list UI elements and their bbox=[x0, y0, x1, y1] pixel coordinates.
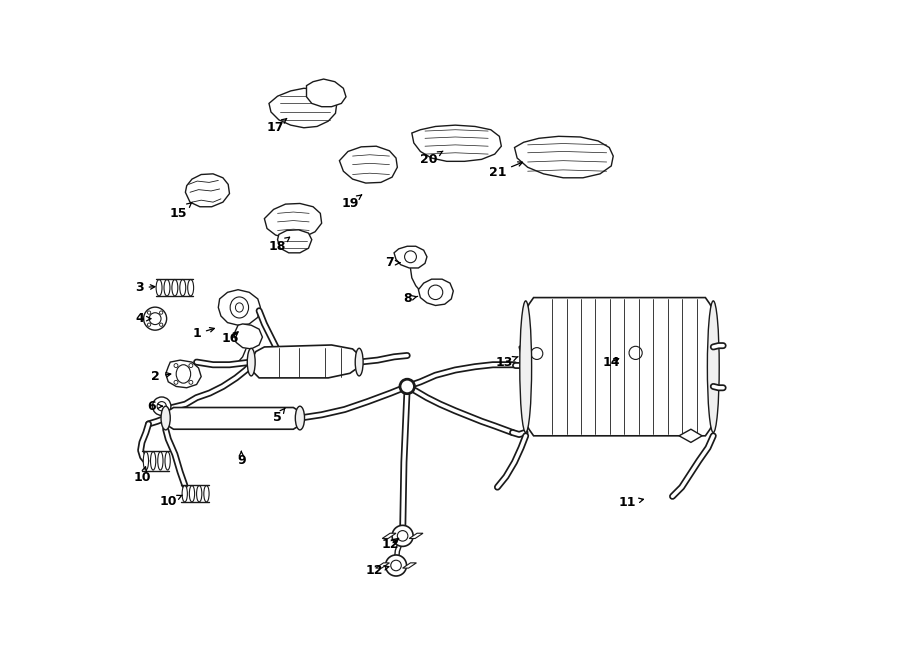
Ellipse shape bbox=[391, 561, 401, 570]
Polygon shape bbox=[410, 533, 423, 539]
Polygon shape bbox=[519, 342, 556, 366]
Text: 10: 10 bbox=[134, 467, 151, 484]
Ellipse shape bbox=[164, 280, 170, 296]
Text: 15: 15 bbox=[170, 202, 192, 220]
Ellipse shape bbox=[158, 402, 166, 410]
Polygon shape bbox=[412, 125, 501, 161]
Ellipse shape bbox=[392, 525, 413, 547]
Polygon shape bbox=[382, 533, 396, 539]
Polygon shape bbox=[265, 204, 321, 239]
Text: 19: 19 bbox=[341, 195, 362, 210]
Ellipse shape bbox=[149, 313, 161, 325]
Ellipse shape bbox=[707, 301, 719, 432]
Ellipse shape bbox=[152, 397, 171, 415]
Ellipse shape bbox=[144, 307, 166, 330]
Polygon shape bbox=[394, 247, 427, 268]
Polygon shape bbox=[620, 342, 652, 365]
Ellipse shape bbox=[182, 486, 187, 502]
Ellipse shape bbox=[203, 486, 209, 502]
Ellipse shape bbox=[148, 311, 150, 314]
Ellipse shape bbox=[248, 348, 256, 376]
Polygon shape bbox=[185, 174, 230, 207]
Text: 1: 1 bbox=[193, 327, 214, 340]
Ellipse shape bbox=[156, 280, 162, 296]
Ellipse shape bbox=[428, 285, 443, 299]
Ellipse shape bbox=[230, 297, 248, 318]
Polygon shape bbox=[166, 360, 202, 388]
Text: 20: 20 bbox=[420, 151, 443, 166]
Ellipse shape bbox=[295, 407, 304, 430]
Ellipse shape bbox=[236, 303, 243, 312]
Polygon shape bbox=[402, 563, 417, 568]
Ellipse shape bbox=[180, 280, 185, 296]
Polygon shape bbox=[219, 290, 260, 325]
Ellipse shape bbox=[189, 380, 193, 384]
Text: 9: 9 bbox=[237, 451, 246, 467]
Text: 13: 13 bbox=[495, 356, 518, 369]
Text: 2: 2 bbox=[151, 370, 171, 383]
Text: 17: 17 bbox=[266, 118, 287, 134]
Ellipse shape bbox=[531, 348, 543, 360]
Ellipse shape bbox=[158, 451, 163, 470]
Text: 11: 11 bbox=[619, 496, 644, 510]
Polygon shape bbox=[234, 324, 263, 349]
Polygon shape bbox=[526, 297, 714, 436]
Ellipse shape bbox=[405, 251, 417, 262]
Polygon shape bbox=[515, 136, 613, 178]
Ellipse shape bbox=[189, 364, 193, 368]
Ellipse shape bbox=[176, 365, 191, 383]
Ellipse shape bbox=[356, 348, 363, 376]
Ellipse shape bbox=[520, 301, 532, 432]
Ellipse shape bbox=[159, 323, 163, 327]
Text: 5: 5 bbox=[274, 408, 285, 424]
Text: 8: 8 bbox=[403, 292, 418, 305]
Ellipse shape bbox=[159, 311, 163, 314]
Text: 12: 12 bbox=[365, 564, 389, 577]
Ellipse shape bbox=[161, 407, 170, 430]
Polygon shape bbox=[166, 408, 300, 429]
Polygon shape bbox=[339, 146, 397, 183]
Ellipse shape bbox=[400, 379, 415, 394]
Polygon shape bbox=[307, 79, 346, 106]
Text: 14: 14 bbox=[602, 356, 620, 369]
Ellipse shape bbox=[397, 531, 408, 541]
Polygon shape bbox=[251, 345, 361, 378]
Polygon shape bbox=[418, 279, 454, 305]
Text: 7: 7 bbox=[385, 256, 400, 269]
Text: 10: 10 bbox=[159, 495, 183, 508]
Text: 6: 6 bbox=[147, 400, 162, 412]
Polygon shape bbox=[269, 89, 337, 128]
Polygon shape bbox=[680, 429, 702, 442]
Ellipse shape bbox=[172, 280, 178, 296]
Ellipse shape bbox=[148, 323, 150, 327]
Text: 21: 21 bbox=[489, 162, 523, 179]
Ellipse shape bbox=[143, 451, 148, 470]
Text: 4: 4 bbox=[135, 312, 151, 325]
Ellipse shape bbox=[165, 451, 170, 470]
Polygon shape bbox=[277, 230, 311, 253]
Text: 12: 12 bbox=[382, 538, 400, 551]
Text: 16: 16 bbox=[221, 332, 239, 345]
Ellipse shape bbox=[150, 451, 156, 470]
Ellipse shape bbox=[174, 364, 178, 368]
Ellipse shape bbox=[385, 555, 407, 576]
Ellipse shape bbox=[189, 486, 194, 502]
Polygon shape bbox=[375, 563, 390, 568]
Ellipse shape bbox=[188, 280, 194, 296]
Ellipse shape bbox=[196, 486, 202, 502]
Text: 3: 3 bbox=[135, 281, 155, 294]
Ellipse shape bbox=[629, 346, 643, 360]
Text: 18: 18 bbox=[269, 237, 290, 253]
Ellipse shape bbox=[174, 380, 178, 384]
